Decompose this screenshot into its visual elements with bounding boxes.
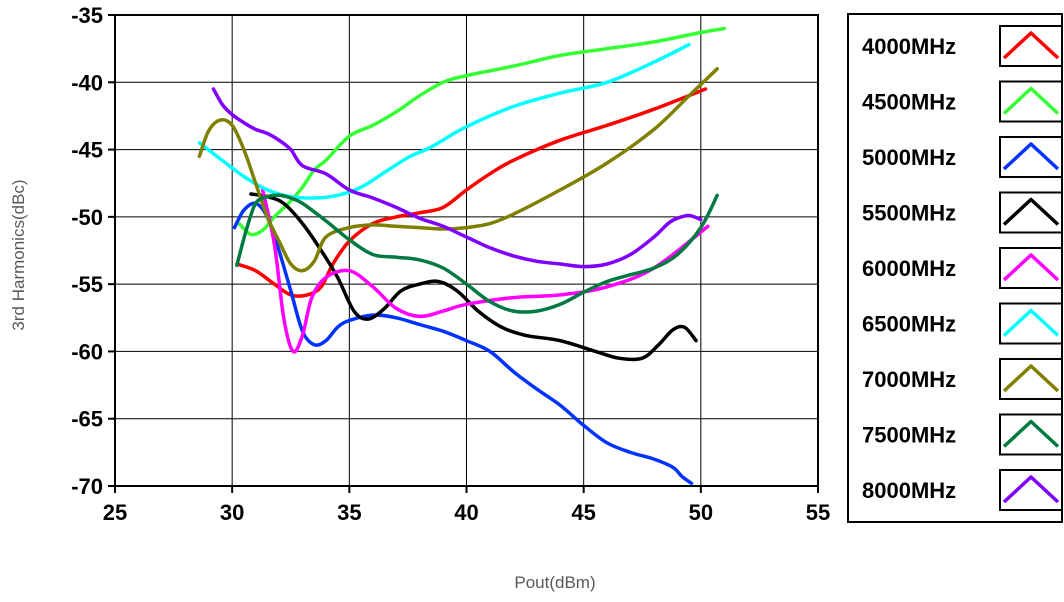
x-tick-label: 45 — [571, 500, 595, 525]
legend-label: 4000MHz — [862, 34, 956, 59]
y-tick-label: -40 — [71, 70, 103, 95]
series-line-4000MHz — [235, 87, 708, 298]
legend-label: 6000MHz — [862, 256, 956, 281]
series-line-6000MHz — [260, 188, 710, 354]
legend-swatch-line — [1002, 475, 1060, 504]
legend-label: 5000MHz — [862, 145, 956, 170]
x-axis-title: Pout(dBm) — [514, 573, 595, 592]
legend-label: 6500MHz — [862, 312, 956, 337]
y-tick-label: -55 — [71, 272, 103, 297]
plot-area-border — [114, 14, 819, 487]
legend-label: 7500MHz — [862, 423, 956, 448]
y-tick-label: -50 — [71, 205, 103, 230]
y-tick-label: -45 — [71, 138, 103, 163]
x-tick-label: 30 — [220, 500, 244, 525]
series-line-5000MHz — [232, 201, 694, 486]
x-tick-label: 40 — [454, 500, 478, 525]
x-tick-label: 50 — [689, 500, 713, 525]
legend-swatch-line — [1002, 364, 1060, 393]
series-line-6500MHz — [197, 42, 691, 200]
legend: 4000MHz 4500MHz 5000MHz 5500MHz 6000MHz 6500M… — [847, 13, 1063, 523]
series-line-4500MHz — [237, 26, 727, 237]
series-line-7500MHz — [235, 193, 719, 314]
series-lines — [197, 26, 727, 486]
x-tick-label: 25 — [103, 500, 127, 525]
legend-swatch-line — [1002, 308, 1060, 337]
series-line-8000MHz — [211, 87, 703, 269]
legend-swatch-line — [1002, 86, 1060, 115]
y-tick-label: -35 — [71, 3, 103, 28]
legend-swatch-line — [1002, 197, 1060, 226]
y-tick-label: -60 — [71, 339, 103, 364]
x-tick-label: 35 — [337, 500, 361, 525]
y-axis-title: 3rd Harmonics(dBc) — [9, 179, 28, 330]
y-tick-label: -70 — [71, 474, 103, 499]
gridlines — [108, 14, 819, 493]
legend-swatch-line — [1002, 142, 1060, 171]
tick-labels: 25 30 35 40 45 50 55 -35 -40 -45 -50 -55 -60 -65 -70 — [71, 3, 830, 525]
series-line-7000MHz — [197, 67, 719, 273]
legend-label: 5500MHz — [862, 201, 956, 226]
x-tick-label: 55 — [806, 500, 830, 525]
legend-swatch-line — [1002, 253, 1060, 282]
y-tick-label: -65 — [71, 407, 103, 432]
legend-swatch-line — [1002, 419, 1060, 448]
legend-label: 8000MHz — [862, 478, 956, 503]
legend-swatch-line — [1002, 31, 1060, 60]
legend-label: 7000MHz — [862, 367, 956, 392]
legend-label: 4500MHz — [862, 90, 956, 115]
